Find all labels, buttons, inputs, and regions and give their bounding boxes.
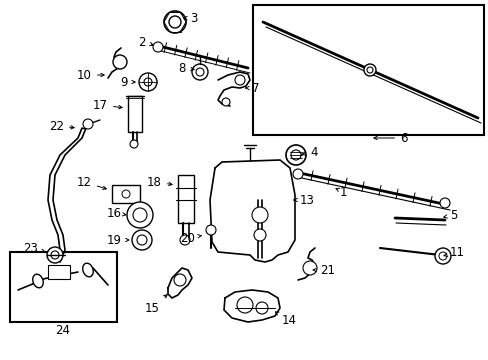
Text: 15: 15: [145, 294, 167, 315]
Circle shape: [83, 119, 93, 129]
Circle shape: [163, 11, 185, 33]
Text: 3: 3: [183, 12, 197, 24]
Circle shape: [133, 208, 147, 222]
Bar: [48, 265, 70, 279]
Circle shape: [180, 235, 190, 245]
Circle shape: [235, 75, 244, 85]
Circle shape: [113, 55, 127, 69]
Text: 9: 9: [120, 76, 135, 89]
Ellipse shape: [33, 274, 43, 288]
Circle shape: [153, 42, 163, 52]
Circle shape: [169, 16, 181, 28]
Text: 13: 13: [293, 194, 314, 207]
Circle shape: [130, 140, 138, 148]
Circle shape: [434, 248, 450, 264]
Circle shape: [143, 78, 152, 86]
Bar: [128, 96, 142, 132]
Text: 7: 7: [245, 81, 259, 95]
Text: 8: 8: [178, 62, 194, 75]
Circle shape: [127, 202, 153, 228]
Text: 6: 6: [373, 131, 407, 144]
Text: 18: 18: [147, 176, 172, 189]
Bar: [252, 5, 483, 135]
Circle shape: [366, 67, 372, 73]
Circle shape: [439, 198, 449, 208]
Text: 22: 22: [49, 120, 74, 132]
Circle shape: [256, 302, 267, 314]
Text: 12: 12: [77, 176, 106, 189]
Text: 4: 4: [301, 145, 317, 158]
Bar: [112, 185, 140, 203]
Circle shape: [122, 190, 130, 198]
Circle shape: [205, 225, 216, 235]
Text: 17: 17: [93, 99, 122, 112]
Circle shape: [253, 229, 265, 241]
Circle shape: [292, 169, 303, 179]
Circle shape: [132, 230, 152, 250]
Text: 23: 23: [23, 242, 45, 255]
Text: 1: 1: [335, 185, 347, 198]
Circle shape: [51, 251, 59, 259]
Bar: [10, 252, 117, 322]
Circle shape: [363, 64, 375, 76]
Circle shape: [290, 150, 301, 160]
Circle shape: [47, 247, 63, 263]
Text: 24: 24: [55, 324, 70, 337]
Text: 2: 2: [138, 36, 153, 49]
Circle shape: [438, 252, 446, 260]
Circle shape: [139, 73, 157, 91]
Text: 14: 14: [275, 312, 296, 327]
Circle shape: [303, 261, 316, 275]
Circle shape: [192, 64, 207, 80]
Circle shape: [174, 274, 185, 286]
Text: 16: 16: [107, 207, 126, 220]
Text: 11: 11: [443, 246, 464, 258]
Circle shape: [251, 207, 267, 223]
Text: 10: 10: [77, 68, 104, 81]
Bar: [178, 175, 194, 223]
Text: 20: 20: [180, 231, 201, 244]
Text: 5: 5: [443, 208, 456, 221]
Text: 21: 21: [312, 264, 334, 276]
Ellipse shape: [82, 263, 93, 277]
Text: 19: 19: [107, 234, 129, 247]
Circle shape: [222, 98, 229, 106]
Circle shape: [137, 235, 147, 245]
Circle shape: [285, 145, 305, 165]
Circle shape: [196, 68, 203, 76]
Circle shape: [237, 297, 252, 313]
